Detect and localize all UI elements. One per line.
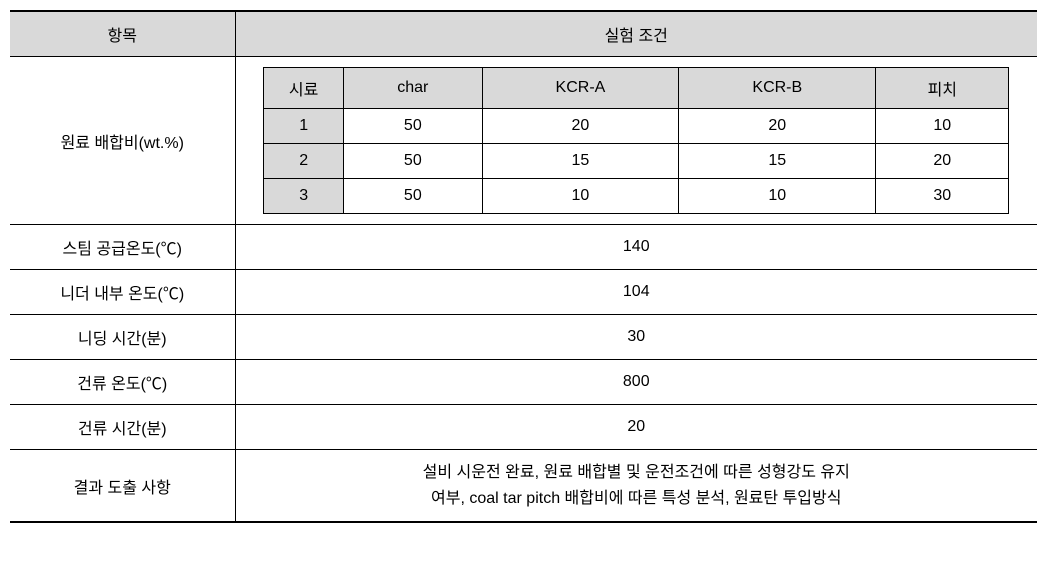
row-mixing-ratio: 원료 배합비(wt.%) 시료 char KCR-A KCR-B 피치 1 (10, 57, 1037, 225)
table-header-row: 항목 실험 조건 (10, 11, 1037, 57)
inner-cell: 20 (482, 109, 679, 144)
inner-cell: 10 (482, 179, 679, 214)
value-carbonization-time: 20 (235, 405, 1037, 450)
value-kneading-time: 30 (235, 315, 1037, 360)
results-line1: 설비 시운전 완료, 원료 배합별 및 운전조건에 따른 성형강도 유지 (423, 464, 850, 481)
inner-col-char: char (344, 68, 482, 109)
label-steam-temp: 스팀 공급온도(℃) (10, 225, 235, 270)
label-mixing-ratio: 원료 배합비(wt.%) (10, 57, 235, 225)
header-item: 항목 (10, 11, 235, 57)
label-results: 결과 도출 사항 (10, 450, 235, 523)
inner-cell: 50 (344, 179, 482, 214)
label-kneader-temp: 니더 내부 온도(℃) (10, 270, 235, 315)
inner-cell: 15 (679, 144, 876, 179)
row-kneading-time: 니딩 시간(분) 30 (10, 315, 1037, 360)
inner-cell: 3 (264, 179, 344, 214)
row-steam-temp: 스팀 공급온도(℃) 140 (10, 225, 1037, 270)
inner-header-row: 시료 char KCR-A KCR-B 피치 (264, 68, 1009, 109)
experiment-conditions-table: 항목 실험 조건 원료 배합비(wt.%) 시료 char KCR-A KCR-… (10, 10, 1037, 523)
inner-col-sample: 시료 (264, 68, 344, 109)
value-mixing-ratio: 시료 char KCR-A KCR-B 피치 1 50 20 20 10 (235, 57, 1037, 225)
inner-cell: 10 (679, 179, 876, 214)
inner-cell: 1 (264, 109, 344, 144)
inner-mixing-table: 시료 char KCR-A KCR-B 피치 1 50 20 20 10 (263, 67, 1009, 214)
inner-col-kcrb: KCR-B (679, 68, 876, 109)
value-results: 설비 시운전 완료, 원료 배합별 및 운전조건에 따른 성형강도 유지 여부,… (235, 450, 1037, 523)
row-carbonization-time: 건류 시간(분) 20 (10, 405, 1037, 450)
inner-cell: 15 (482, 144, 679, 179)
row-carbonization-temp: 건류 온도(℃) 800 (10, 360, 1037, 405)
value-kneader-temp: 104 (235, 270, 1037, 315)
inner-row-3: 3 50 10 10 30 (264, 179, 1009, 214)
value-carbonization-temp: 800 (235, 360, 1037, 405)
row-results: 결과 도출 사항 설비 시운전 완료, 원료 배합별 및 운전조건에 따른 성형… (10, 450, 1037, 523)
inner-cell: 50 (344, 144, 482, 179)
inner-cell: 20 (876, 144, 1009, 179)
row-kneader-temp: 니더 내부 온도(℃) 104 (10, 270, 1037, 315)
label-carbonization-temp: 건류 온도(℃) (10, 360, 235, 405)
inner-col-kcra: KCR-A (482, 68, 679, 109)
inner-cell: 20 (679, 109, 876, 144)
results-line2: 여부, coal tar pitch 배합비에 따른 특성 분석, 원료탄 투입… (431, 490, 841, 507)
inner-col-pitch: 피치 (876, 68, 1009, 109)
inner-cell: 2 (264, 144, 344, 179)
label-kneading-time: 니딩 시간(분) (10, 315, 235, 360)
inner-cell: 10 (876, 109, 1009, 144)
label-carbonization-time: 건류 시간(분) (10, 405, 235, 450)
value-steam-temp: 140 (235, 225, 1037, 270)
inner-cell: 30 (876, 179, 1009, 214)
inner-row-1: 1 50 20 20 10 (264, 109, 1009, 144)
header-condition: 실험 조건 (235, 11, 1037, 57)
inner-cell: 50 (344, 109, 482, 144)
inner-row-2: 2 50 15 15 20 (264, 144, 1009, 179)
